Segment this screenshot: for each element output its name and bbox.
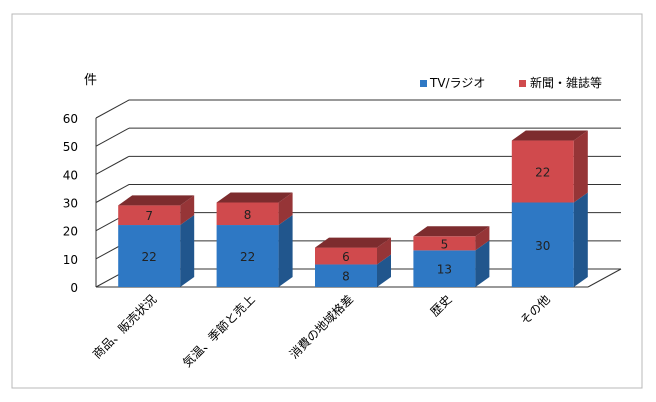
data-label: 13 [437, 263, 452, 277]
bar-segment [413, 250, 476, 287]
bar-segment-side [573, 130, 588, 203]
bar-segment [511, 202, 574, 287]
bar-stack: 22 8 [216, 192, 293, 287]
data-label: 30 [535, 239, 550, 253]
bar-segment-side [377, 237, 391, 265]
gridline-side [95, 99, 130, 119]
bar-segment-side [278, 192, 293, 226]
gridline-side [95, 184, 130, 203]
y-axis-ticks: 0 10 20 30 40 50 60 [63, 112, 78, 295]
bar-segment-side [180, 215, 195, 287]
data-label: 5 [441, 237, 449, 251]
data-label: 22 [240, 250, 255, 264]
data-label: 22 [142, 250, 157, 264]
bar-segment [315, 264, 377, 287]
data-label: 6 [342, 250, 350, 264]
bar-top [315, 237, 391, 248]
bar-segment-side [573, 192, 588, 287]
legend-swatch-newspaper [519, 80, 526, 87]
bar-top [511, 130, 588, 141]
bar-stack: 30 22 [511, 130, 588, 287]
bar-top [413, 226, 490, 237]
y-axis-label: 件 [84, 73, 97, 88]
bar-top [216, 192, 293, 203]
bar-segment [118, 205, 181, 226]
legend-swatch-tv-radio [420, 80, 427, 87]
bar-segment [413, 236, 476, 251]
bar-segment [511, 140, 574, 203]
data-label: 8 [342, 270, 350, 284]
y-tick-label: 40 [63, 168, 78, 182]
y-tick-label: 0 [70, 281, 78, 295]
bar-segment-side [377, 254, 391, 287]
bar-stack: 13 5 [413, 226, 490, 287]
gridline-side [95, 155, 130, 175]
bar-segment [216, 225, 279, 287]
bar-segment-side [475, 240, 490, 287]
y-tick-label: 50 [63, 140, 78, 154]
legend: TV/ラジオ 新聞・雑誌等 [420, 75, 602, 90]
floor-right-edge [587, 268, 622, 288]
data-label: 7 [145, 209, 153, 223]
legend-label-tv-radio: TV/ラジオ [429, 76, 485, 90]
bar-segment-side [278, 215, 293, 287]
data-label: 22 [535, 166, 550, 180]
bar-stack: 22 7 [118, 195, 195, 287]
bar-top [118, 195, 195, 206]
bar-segment [315, 247, 377, 265]
y-tick-label: 20 [63, 225, 78, 239]
y-tick-label: 30 [63, 197, 78, 211]
y-tick-label: 60 [63, 112, 78, 126]
bar-stack: 86 [315, 237, 391, 287]
gridline-side [95, 127, 130, 147]
bar-segment-side [475, 226, 490, 251]
legend-label-newspaper: 新聞・雑誌等 [530, 75, 602, 90]
bar-segment-side [180, 195, 195, 226]
y-tick-label: 10 [63, 253, 78, 267]
bar-segment [118, 225, 181, 287]
bar-segment [216, 202, 279, 226]
data-label: 8 [244, 208, 252, 222]
